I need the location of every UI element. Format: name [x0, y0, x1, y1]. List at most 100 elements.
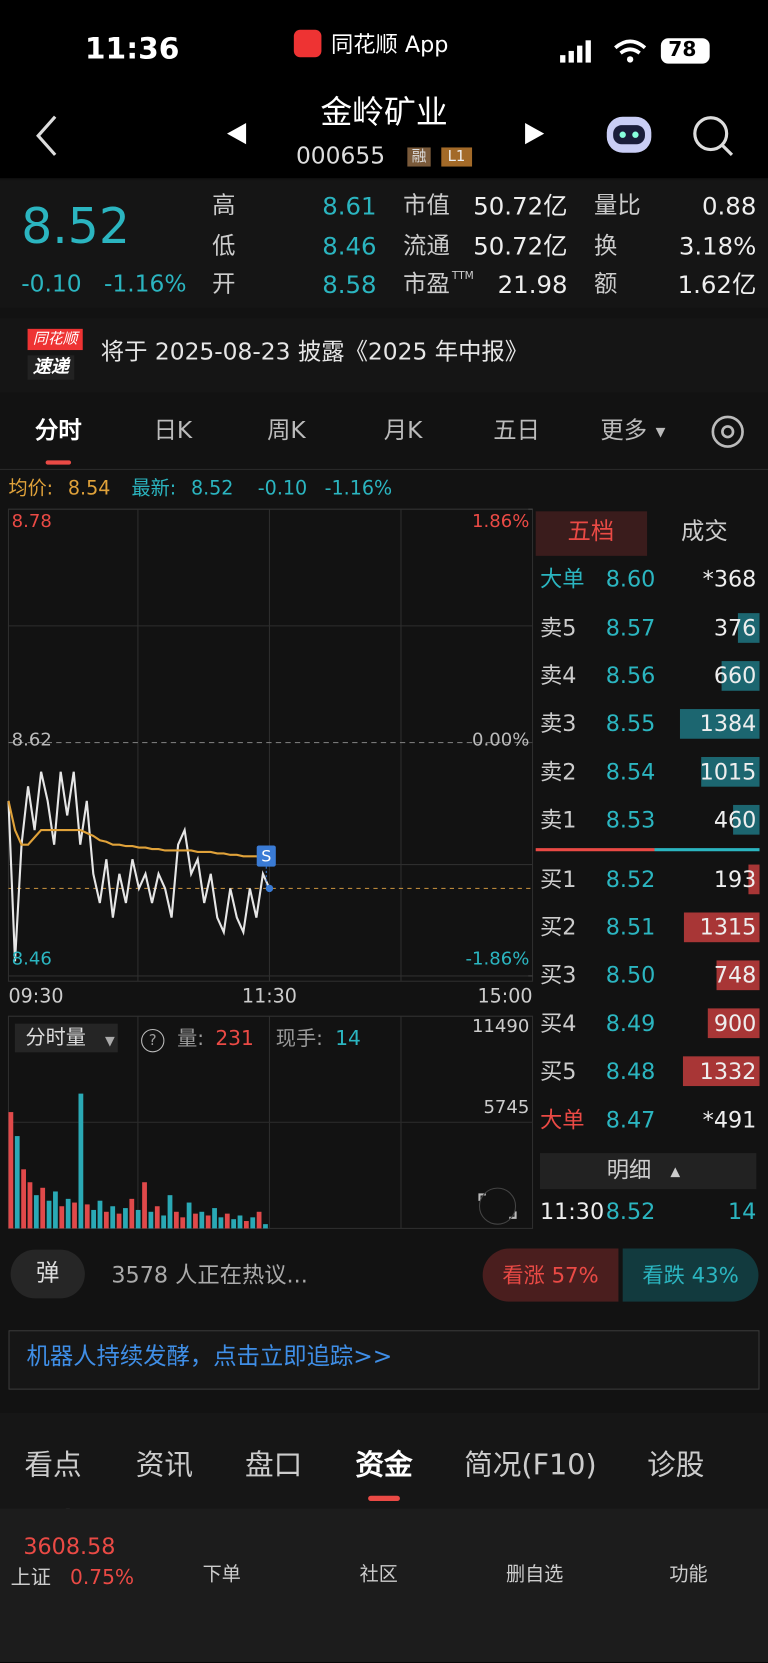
stat-label: 流通 [403, 233, 450, 260]
volume-bar [65, 1198, 71, 1229]
hand-label: 现手: [275, 1026, 323, 1051]
notice-badge: 速递 [27, 355, 75, 380]
back-icon[interactable] [36, 115, 57, 156]
banner-box[interactable] [8, 1330, 760, 1390]
stat-value: 1.62亿 [677, 271, 757, 300]
volume-bar [123, 1208, 128, 1229]
detail-caret: ▲ [670, 1163, 681, 1179]
volume-bar [237, 1215, 243, 1229]
book-label: 卖4 [539, 663, 577, 689]
prev-icon[interactable] [227, 123, 247, 145]
book-volume: *491 [702, 1107, 757, 1133]
wifi-icon [614, 39, 647, 55]
next-icon[interactable] [525, 123, 545, 145]
volume-bar [173, 1211, 179, 1229]
book-label: 卖1 [539, 807, 577, 833]
book-volume: 1015 [699, 759, 757, 785]
y2-tick-label: 0.00% [472, 729, 530, 752]
dropdown-caret: ▼ [655, 424, 666, 440]
nav-item[interactable]: 删自选 [506, 1563, 564, 1586]
volume-bar [110, 1206, 116, 1229]
depth-bar [721, 661, 760, 691]
vote-down[interactable]: 看跌 43% [622, 1248, 759, 1302]
legend-label: 最新: [131, 477, 177, 500]
vote-up[interactable]: 看涨 57% [482, 1248, 619, 1302]
tab[interactable]: 周K [267, 417, 306, 445]
tab[interactable]: 五日 [493, 417, 540, 445]
volume-bar [205, 1215, 211, 1229]
notice-text[interactable]: 将于 2025-08-23 披露《2025 年中报》 [100, 339, 529, 366]
volume-selector[interactable]: 分时量 [14, 1023, 118, 1053]
section-tab[interactable]: 简况(F10) [464, 1449, 597, 1482]
volume-bar [84, 1204, 90, 1229]
stock-code: 000655 [295, 143, 386, 170]
index-change: 0.75% [70, 1565, 135, 1590]
book-volume: 1315 [699, 914, 757, 941]
banner-text[interactable]: 机器人持续发酵，点击立即追踪>> [26, 1344, 393, 1371]
section-tab[interactable]: 看点 [24, 1449, 82, 1482]
book-tab[interactable]: 成交 [681, 518, 728, 546]
volume-bar [135, 1209, 141, 1229]
section-bg [0, 1412, 768, 1509]
section-tab[interactable]: 资金 [355, 1449, 413, 1482]
volume-bar [78, 1093, 84, 1229]
quote-bg [0, 180, 768, 308]
book-price: 8.48 [605, 1058, 656, 1084]
nav-item[interactable]: 功能 [669, 1563, 708, 1586]
wifi-dot [626, 56, 634, 63]
tab[interactable]: 月K [383, 417, 423, 445]
stat-value: 8.46 [322, 233, 377, 261]
stat-label: 换 [594, 233, 618, 260]
search-icon[interactable] [693, 116, 729, 152]
stat-value: 50.72亿 [473, 233, 568, 261]
expand-ring [478, 1187, 517, 1225]
book-label: 大单 [539, 566, 585, 592]
volume-bar [142, 1182, 147, 1229]
book-volume: 376 [713, 615, 757, 641]
stat-label: 市盈 [403, 271, 450, 299]
settings-icon[interactable] [711, 415, 744, 448]
legend-value: 8.54 [67, 477, 111, 500]
volume-bar [231, 1219, 237, 1229]
volume-bar [59, 1206, 65, 1229]
depth-bar [701, 756, 760, 787]
x-tick-label: 09:30 [8, 985, 64, 1008]
book-label: 买5 [539, 1058, 577, 1084]
price-percent: -1.16% [103, 271, 187, 299]
volume-bar [129, 1198, 135, 1229]
detail-price: 8.52 [605, 1198, 656, 1225]
badge: 融 [407, 147, 431, 167]
depth-bar [716, 960, 760, 991]
help-icon[interactable]: ? [141, 1028, 165, 1053]
discussion-icon[interactable]: 弹 [10, 1249, 85, 1299]
section-tab[interactable]: 资讯 [135, 1449, 194, 1482]
settings-core [721, 425, 735, 439]
robot-icon[interactable] [606, 116, 652, 153]
nav-item[interactable]: 下单 [202, 1563, 241, 1586]
volume-bar [199, 1211, 205, 1229]
y2-tick-label: 1.86% [472, 511, 530, 533]
average-line [7, 800, 270, 859]
book-volume: 460 [713, 807, 757, 833]
depth-bar [682, 1056, 760, 1087]
tab-divider [0, 468, 768, 470]
nav-item[interactable]: 社区 [359, 1563, 398, 1586]
book-label: 买3 [539, 962, 577, 989]
tab[interactable]: 分时 [34, 417, 82, 445]
volume-bar [97, 1200, 103, 1229]
stat-label: 额 [594, 271, 618, 299]
x-tick-label: 15:00 [477, 985, 533, 1008]
hand-value: 14 [335, 1026, 361, 1051]
tab[interactable]: 日K [153, 417, 193, 445]
detail-title[interactable]: 明细 [606, 1157, 652, 1183]
section-tab[interactable]: 诊股 [647, 1449, 705, 1482]
volume-bar [250, 1217, 256, 1229]
tab[interactable]: 更多 [600, 417, 648, 445]
volume-bar [46, 1200, 52, 1229]
notice-badge: 同花顺 [27, 328, 83, 351]
discussion-text[interactable]: 3578 人正在热议... [111, 1262, 308, 1288]
section-tab[interactable]: 盘口 [245, 1449, 303, 1482]
book-tab[interactable]: 五档 [567, 518, 615, 546]
